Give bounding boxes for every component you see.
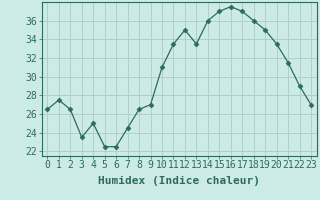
X-axis label: Humidex (Indice chaleur): Humidex (Indice chaleur) [98,176,260,186]
